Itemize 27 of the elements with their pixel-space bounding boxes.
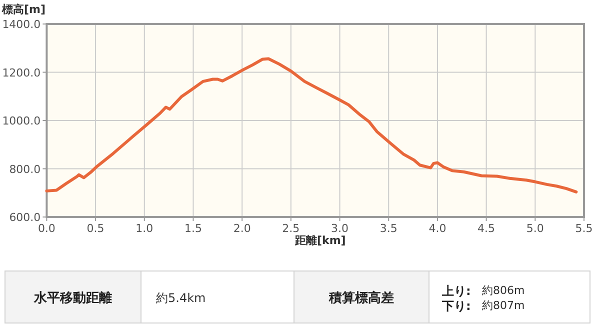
x-tick-label: 5.0 — [526, 222, 544, 235]
x-tick-label: 2.0 — [233, 222, 251, 235]
y-tick-label: 1400.0 — [2, 18, 41, 31]
x-tick-label: 1.0 — [136, 222, 154, 235]
text: 上り: — [441, 284, 471, 298]
text: 約5.4km — [156, 291, 206, 305]
x-tick-label: 3.5 — [380, 222, 398, 235]
x-tick-label: 0.0 — [38, 222, 56, 235]
text: 約807m — [482, 299, 525, 312]
x-tick-label: 4.0 — [428, 222, 446, 235]
y-axis-title: 標高[m] — [1, 3, 46, 16]
y-tick-label: 1200.0 — [2, 66, 41, 80]
text: 積算標高差 — [328, 290, 394, 306]
y-tick-label: 1000.0 — [2, 114, 41, 128]
y-tick-label: 800.0 — [9, 162, 41, 176]
y-tick-label: 600.0 — [9, 211, 41, 224]
x-tick-label: 1.5 — [184, 222, 202, 235]
x-tick-label: 5.5 — [575, 222, 593, 235]
x-tick-label: 3.0 — [331, 222, 349, 235]
line-series — [45, 57, 578, 194]
x-tick-label: 4.5 — [478, 222, 496, 235]
x-axis-title: 距離[km] — [294, 234, 346, 247]
text: 下り: — [441, 299, 471, 313]
x-tick-label: 0.5 — [86, 222, 104, 235]
text: 約806m — [482, 284, 525, 297]
x-tick-label: 2.5 — [282, 222, 300, 235]
text: 水平移動距離 — [33, 291, 112, 306]
